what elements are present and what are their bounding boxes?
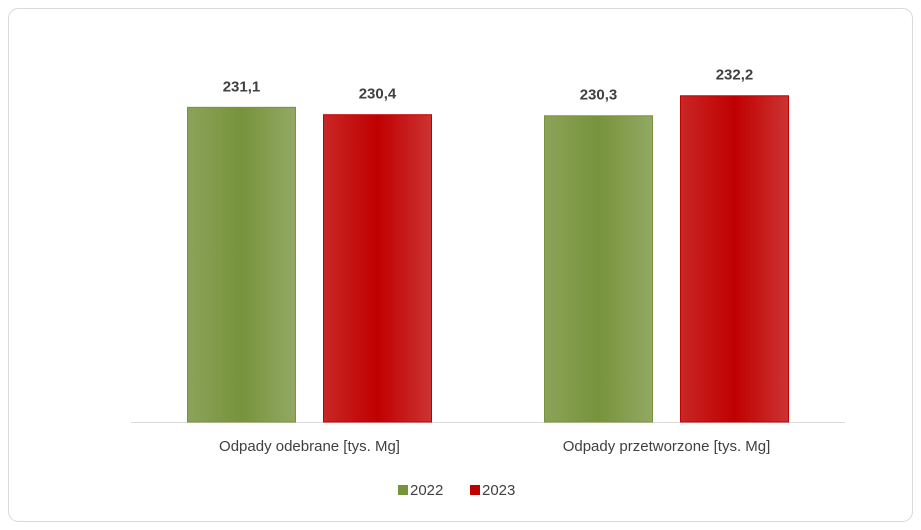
legend-label: 2023	[482, 482, 515, 499]
x-tick-label: Odpady odebrane [tys. Mg]	[219, 438, 400, 455]
data-label: 230,4	[359, 86, 397, 103]
x-tick-label: Odpady przetworzone [tys. Mg]	[563, 438, 771, 455]
data-label: 232,2	[716, 67, 754, 84]
bar	[680, 95, 789, 423]
bar	[323, 114, 432, 423]
data-label: 231,1	[223, 78, 261, 95]
legend-label: 2022	[410, 482, 443, 499]
legend-swatch	[398, 485, 408, 495]
legend-swatch	[470, 485, 480, 495]
bar	[544, 115, 653, 423]
bar	[187, 106, 296, 423]
data-label: 230,3	[580, 87, 618, 104]
